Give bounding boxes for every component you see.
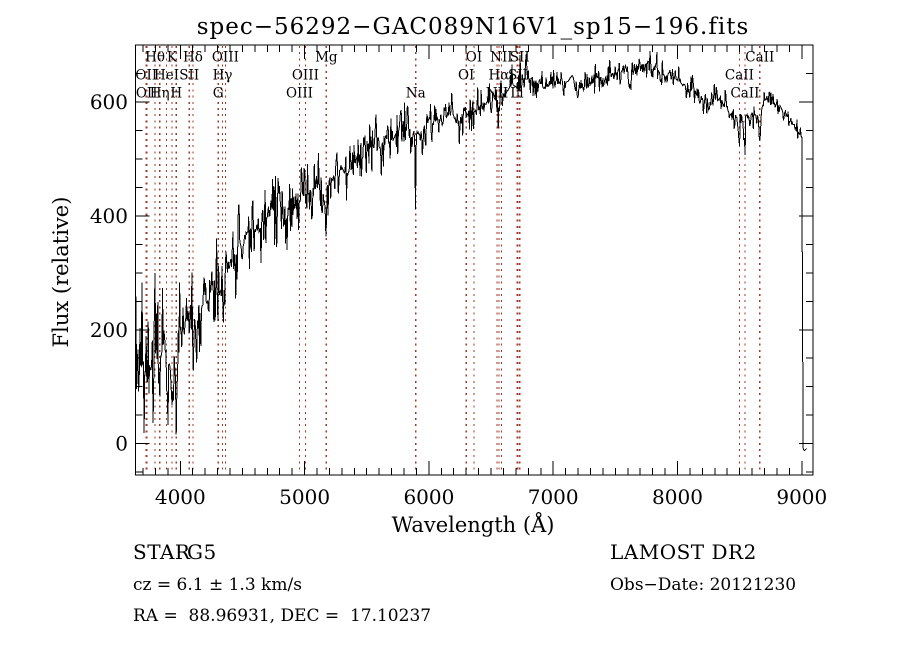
spectral-line-label: Hη (150, 86, 170, 102)
spectral-line-label: H (170, 86, 182, 102)
x-tick-label: 9000 (776, 485, 827, 509)
spectrum-trace (135, 50, 807, 451)
x-tick-label: 7000 (528, 485, 579, 509)
y-tick-label: 600 (90, 90, 128, 114)
x-tick-label: 5000 (279, 485, 330, 509)
spectral-line-label: OI (466, 50, 482, 66)
spectral-line-label: Na (406, 86, 426, 102)
spectral-line-label: CaII (730, 86, 759, 102)
plot-frame (135, 44, 814, 476)
plot-title: spec−56292−GAC089N16V1_sp15−196.fits (197, 14, 750, 40)
axis-ticks (135, 44, 813, 475)
y-axis-label: Flux (relative) (49, 197, 73, 348)
y-tick-label: 200 (90, 318, 128, 342)
spectral-line-label: OIII (286, 86, 313, 102)
tick-marks (135, 44, 813, 475)
object-subclass-label: G5 (187, 540, 217, 564)
obs-date-label: Obs−Date: 20121230 (610, 575, 796, 595)
x-tick-label: 8000 (652, 485, 703, 509)
spectral-line-label: NII (486, 86, 508, 102)
spectral-line-label: NII (490, 50, 512, 66)
ra-dec-label: RA = 88.96931, DEC = 17.10237 (133, 606, 431, 626)
spectral-line-label: Hγ (213, 68, 233, 84)
object-type-label: STAR (133, 540, 191, 564)
spectral-line-label: OIII (212, 50, 239, 66)
y-tick-label: 400 (90, 204, 128, 228)
survey-release-label: LAMOST DR2 (610, 540, 757, 564)
spectral-line-label: G (213, 86, 224, 102)
y-tick-label: 0 (115, 432, 128, 456)
spectral-line-label: HeI (154, 68, 179, 84)
spectral-line-label: CaII (725, 68, 754, 84)
x-tick-label: 4000 (155, 485, 206, 509)
spectral-line-label: Hθ (145, 50, 165, 66)
spectral-line-label: K (167, 50, 178, 66)
spectral-line-label: Hδ (183, 50, 203, 66)
x-tick-label: 6000 (403, 485, 454, 509)
spectral-line-label: OIII (292, 68, 319, 84)
spectral-line-label: Hα (488, 68, 509, 84)
spectral-line-label: Mg (315, 50, 338, 66)
spectral-line-label: OII (136, 86, 158, 102)
spectral-line-label: CaII (745, 50, 774, 66)
x-axis-label: Wavelength (Å) (392, 512, 555, 537)
axis-tick-labels: 4000 5000 6000 7000 8000 9000 0 200 400 600 (90, 90, 827, 509)
spectral-line-label: SII (179, 68, 199, 84)
cz-value-label: cz = 6.1 ± 1.3 km/s (133, 575, 302, 595)
spectral-line-label: OI (458, 68, 474, 84)
spectral-line-label: OII (135, 68, 157, 84)
